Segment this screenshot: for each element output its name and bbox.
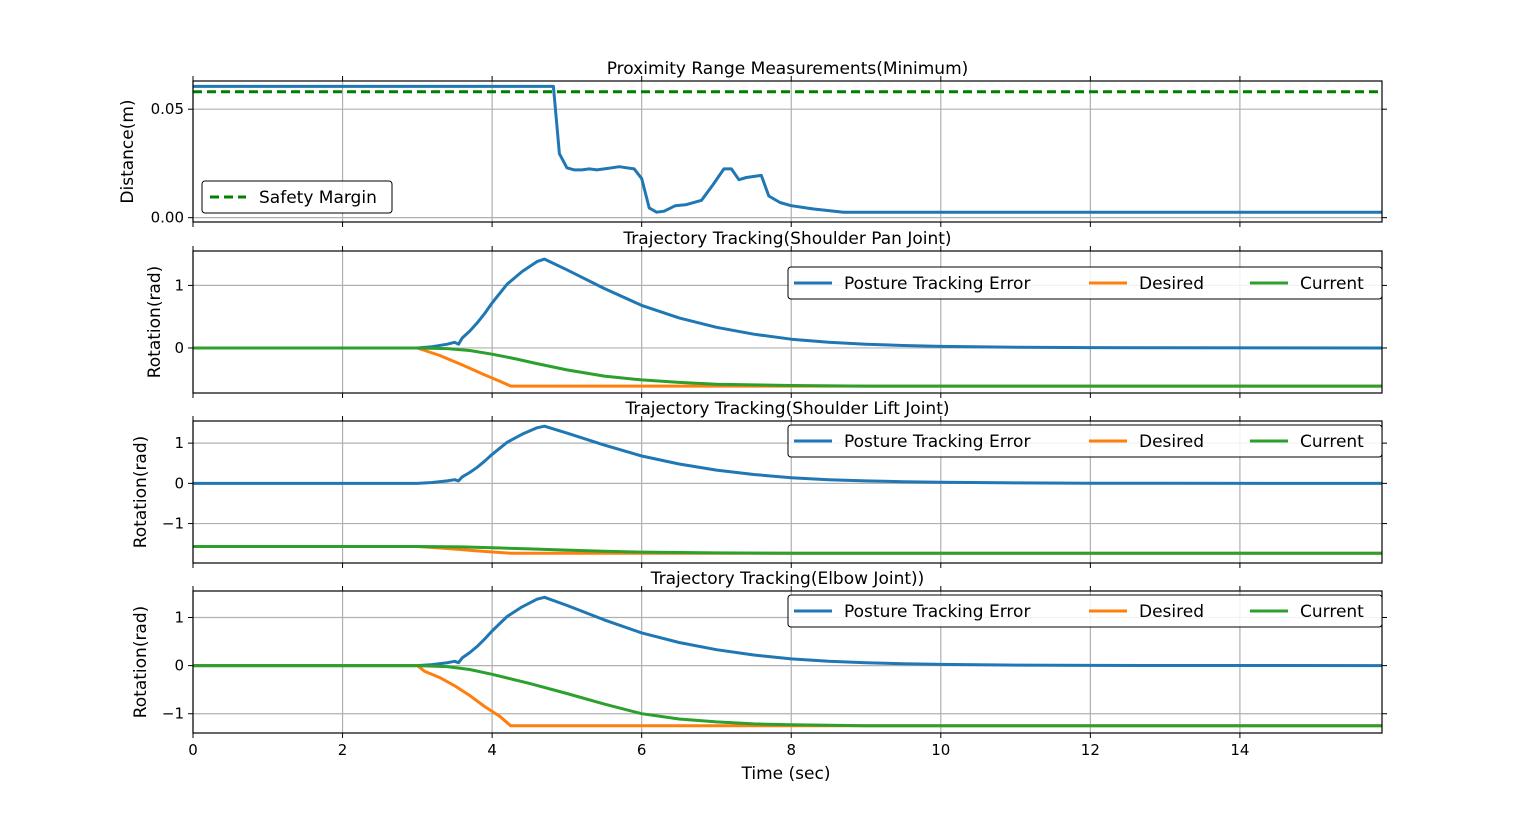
subplot-2: 0 1 Trajectory Tracking(Shoulder Pan Joint… [145,229,1387,398]
legend-label-current: Current [1300,602,1364,622]
legend: Posture Tracking Error Desired Current [787,424,1383,458]
subplot-title: Trajectory Tracking(Elbow Joint)) [650,569,925,589]
series-line-error [193,424,1382,485]
x-tick-label: 4 [487,741,497,759]
legend: Posture Tracking Error Desired Current [787,594,1383,628]
x-tick-label: 8 [786,741,796,759]
series-line-current [193,664,1382,728]
y-axis-label: Rotation(rad) [131,436,151,549]
subplot-title: Proximity Range Measurements(Minimum) [607,59,969,79]
y-tick-label: 1 [174,434,184,452]
series-line-desired [193,664,1382,728]
y-tick-label: 0.00 [151,209,184,227]
x-tick-label: 10 [931,741,950,759]
y-tick-label: −1 [162,705,184,723]
legend-box [787,424,1383,458]
y-tick-label: 0 [174,657,184,675]
y-tick-label: 1 [174,608,184,626]
legend: Posture Tracking Error Desired Current [787,266,1383,300]
x-tick-label: 2 [338,741,348,759]
axes-frame [192,590,1383,734]
series-line-error [193,595,1382,668]
series-line-current [193,545,1382,555]
axes-frame [192,250,1383,394]
x-tick-label: 14 [1230,741,1249,759]
subplot-title: Trajectory Tracking(Shoulder Pan Joint) [622,229,951,249]
subplot-1: 0.00 0.05 Proximity Range Measurements(Min… [118,59,1387,227]
subplot-3: −1 0 1 Trajectory Tracking(Shoulder Lift Jo… [131,399,1387,568]
legend-label-current: Current [1300,432,1364,452]
legend-box [201,180,393,214]
legend-label-error: Posture Tracking Error [844,432,1030,452]
x-tick-label: 0 [188,741,198,759]
y-tick-label: 1 [174,276,184,294]
y-tick-label: 0.05 [151,100,184,118]
y-tick-label: −1 [162,515,184,533]
legend-label-safety: Safety Margin [259,188,377,208]
x-tick-label: 6 [637,741,647,759]
x-axis-label: Time (sec) [741,764,831,784]
subplot-title: Trajectory Tracking(Shoulder Lift Joint) [624,399,949,419]
x-tick-label: 12 [1081,741,1100,759]
series-line-desired [193,346,1382,388]
series-line-error [193,257,1382,350]
legend-box [787,594,1383,628]
series-line-current [193,346,1382,388]
y-axis-label: Distance(m) [118,99,138,203]
legend-label-desired: Desired [1139,602,1204,622]
axes-frame [192,420,1383,564]
y-tick-label: 0 [174,474,184,492]
y-tick-label: 0 [174,339,184,357]
legend-label-current: Current [1300,274,1364,294]
legend-box [787,266,1383,300]
legend-label-desired: Desired [1139,432,1204,452]
legend: Safety Margin [201,180,393,214]
legend-label-error: Posture Tracking Error [844,274,1030,294]
y-axis-label: Rotation(rad) [145,266,165,379]
axes-frame [192,80,1383,223]
legend-label-desired: Desired [1139,274,1204,294]
legend-label-error: Posture Tracking Error [844,602,1030,622]
series-line-distance [193,84,1382,214]
y-axis-label: Rotation(rad) [131,606,151,719]
